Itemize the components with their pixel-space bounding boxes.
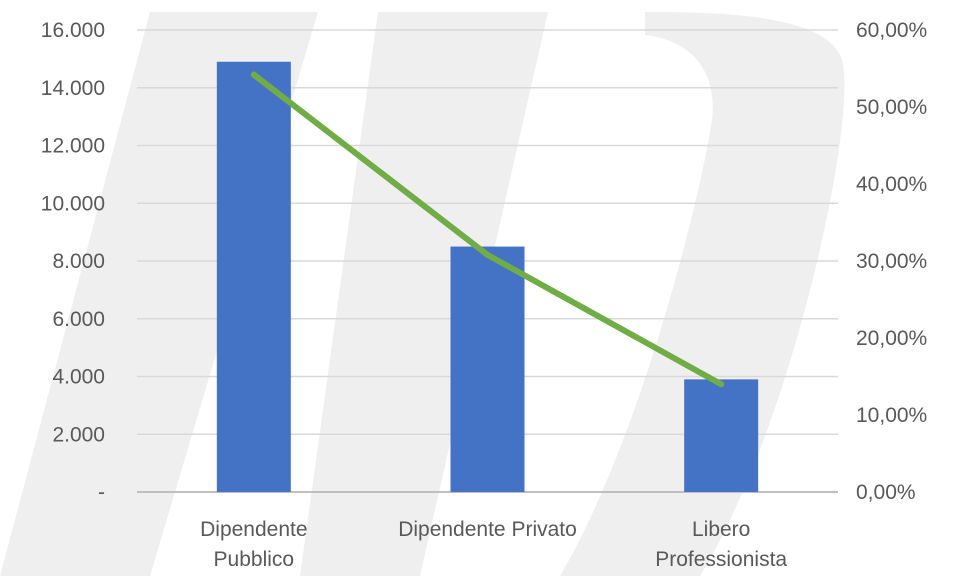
right-tick-label: 20,00% [856, 327, 927, 350]
category-label: Dipendente Privato [398, 518, 577, 541]
category-label-line: Pubblico [214, 548, 295, 571]
line-point [250, 71, 257, 78]
bar [450, 246, 525, 492]
left-tick-label: 10.000 [41, 192, 105, 215]
right-tick-label: 30,00% [856, 250, 927, 273]
right-axis-ticks: 0,00% 10,00% 20,00% 30,00% 40,00% 50,00% 60,00… [856, 19, 927, 504]
category-label-line: Dipendente Privato [398, 518, 577, 541]
right-tick-label: 10,00% [856, 404, 927, 427]
category-label-line: Professionista [655, 548, 787, 571]
category-label-line: Dipendente [200, 518, 307, 541]
line-point [484, 251, 491, 258]
category-label: Dipendente Pubblico [200, 518, 307, 571]
left-tick-label: 12.000 [41, 135, 105, 158]
category-labels: Dipendente Pubblico Dipendente Privato Libe… [200, 518, 787, 571]
bar-series [216, 61, 759, 492]
bar [684, 379, 759, 492]
line-point [718, 381, 725, 388]
line-series [250, 71, 725, 388]
category-label: Libero Professionista [655, 518, 787, 571]
left-tick-label: 16.000 [41, 19, 105, 42]
bar [216, 61, 291, 492]
category-label-line: Libero [692, 518, 750, 541]
left-tick-label: 8.000 [52, 250, 105, 273]
left-tick-label: 2.000 [52, 423, 105, 446]
right-tick-label: 60,00% [856, 19, 927, 42]
left-tick-label: 4.000 [52, 366, 105, 389]
right-tick-label: 40,00% [856, 173, 927, 196]
right-tick-label: 0,00% [856, 481, 916, 504]
right-tick-label: 50,00% [856, 96, 927, 119]
left-axis-ticks: - 2.000 4.000 6.000 8.000 10.000 12.000 14.000 1… [41, 19, 105, 504]
left-tick-label: - [98, 481, 105, 504]
left-tick-label: 6.000 [52, 308, 105, 331]
left-tick-label: 14.000 [41, 77, 105, 100]
